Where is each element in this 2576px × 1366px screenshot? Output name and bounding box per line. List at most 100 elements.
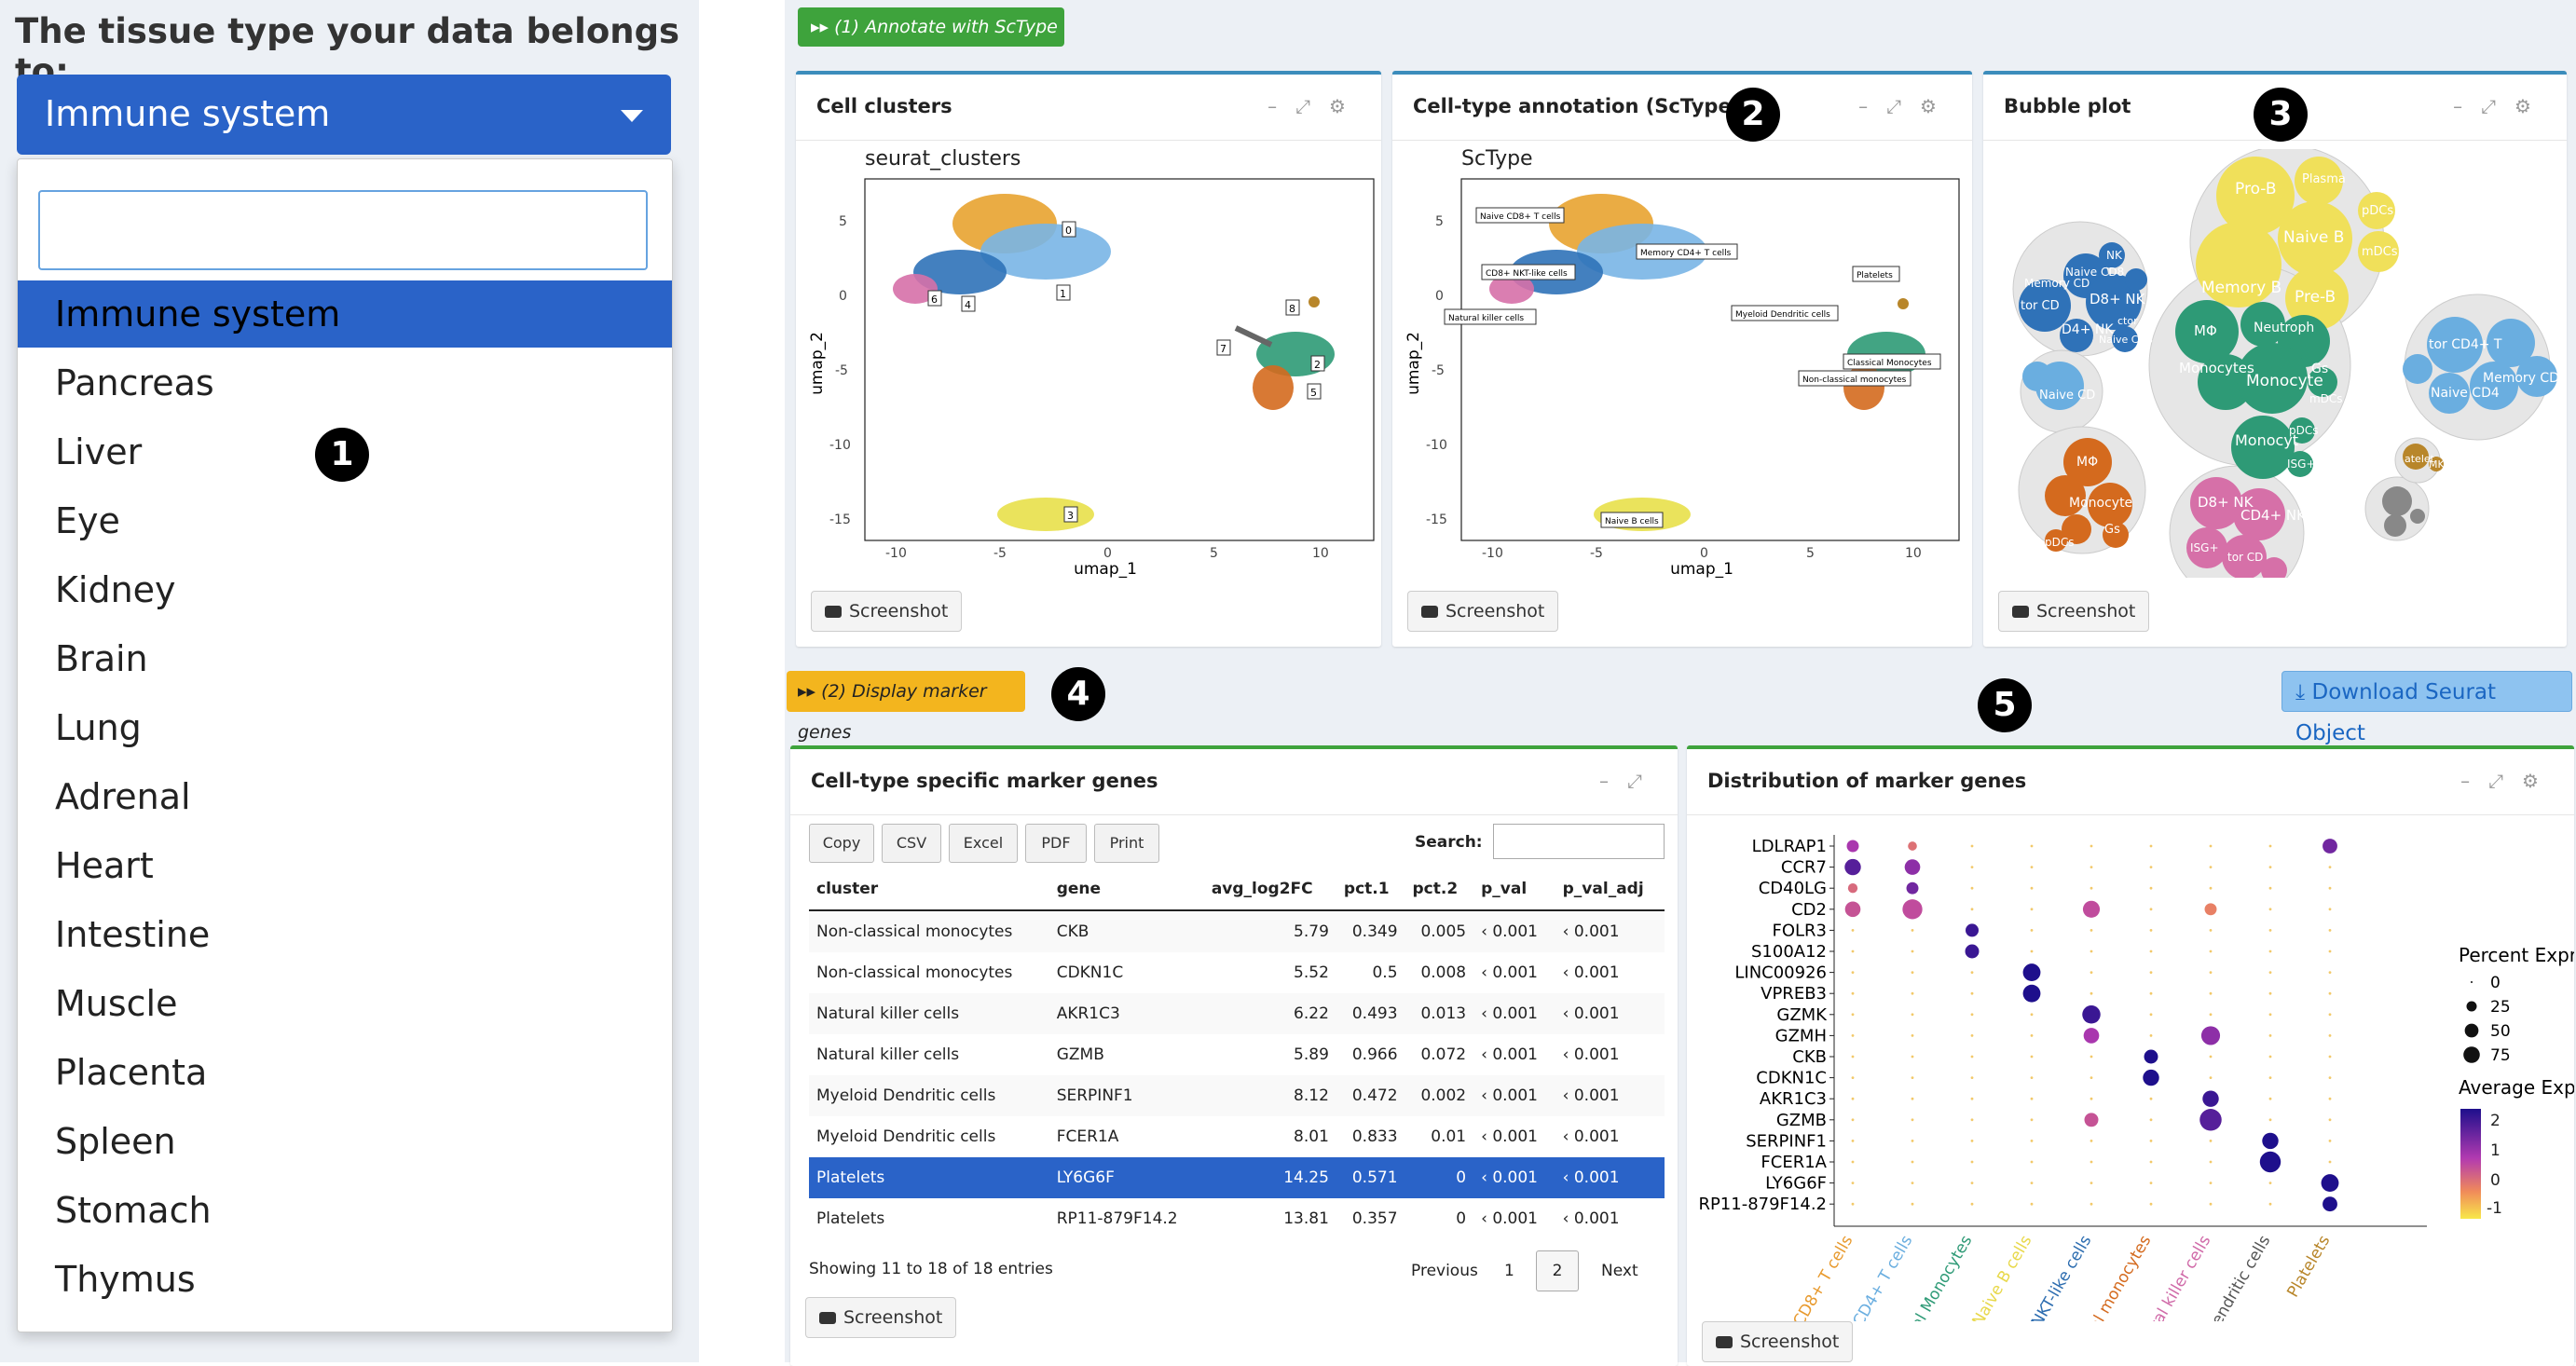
panel-tools[interactable]: –⤢⚙	[1858, 95, 1955, 117]
tissue-option[interactable]: Muscle	[55, 983, 178, 1024]
tissue-option[interactable]: Lung	[55, 707, 142, 748]
tissue-option[interactable]: Pancreas	[55, 362, 214, 403]
expression-dot	[1847, 883, 1858, 894]
background-dot	[2328, 866, 2332, 868]
tissue-option[interactable]: Immune system	[18, 280, 672, 348]
copy-button[interactable]: Copy	[809, 824, 874, 863]
table-cell: Myeloid Dendritic cells	[816, 1127, 996, 1146]
expression-dot	[2022, 963, 2041, 982]
x-axis-label: umap_1	[1074, 560, 1137, 578]
table-row[interactable]: Natural killer cells AKR1C3 6.22 0.493 0.013…	[809, 993, 1665, 1034]
tissue-option[interactable]: Placenta	[55, 1052, 208, 1093]
col-header[interactable]: gene	[1048, 868, 1204, 911]
tissue-option[interactable]: Liver	[55, 431, 143, 472]
background-dot	[2149, 1202, 2153, 1206]
size-legend-label: 25	[2490, 998, 2511, 1017]
col-header[interactable]: pct.1	[1336, 868, 1405, 911]
page-1[interactable]: 1	[1504, 1262, 1514, 1280]
size-legend-label: 50	[2490, 1022, 2511, 1041]
background-dot	[2149, 1097, 2153, 1100]
background-dot	[2090, 991, 2093, 995]
background-dot	[2328, 1055, 2332, 1059]
background-dot	[2030, 949, 2034, 953]
col-header[interactable]: avg_log2FC	[1203, 868, 1336, 911]
table-cell: RP11-879F14.2	[1056, 1209, 1178, 1228]
table-cell: 0.008	[1420, 963, 1467, 982]
color-legend-label: 2	[2490, 1112, 2501, 1130]
table-search-input[interactable]	[1493, 824, 1665, 859]
celltype-axis-label: Platelets	[2283, 1232, 2334, 1301]
screenshot-button[interactable]: Screenshot	[805, 1297, 957, 1338]
expression-dot	[1906, 881, 1919, 895]
table-cell: Non-classical monocytes	[816, 963, 1013, 982]
tissue-option[interactable]: Kidney	[55, 569, 176, 610]
step-badge-5: 5	[1978, 678, 2032, 732]
dropdown-search-input[interactable]	[38, 190, 648, 270]
previous-page[interactable]: Previous	[1411, 1262, 1478, 1280]
tissue-option[interactable]: Thymus	[55, 1259, 196, 1300]
tissue-option[interactable]: Eye	[55, 500, 120, 541]
background-dot	[2090, 866, 2093, 868]
screenshot-button[interactable]: Screenshot	[1702, 1321, 1854, 1362]
table-cell: Natural killer cells	[816, 1045, 960, 1064]
pdf-button[interactable]: PDF	[1025, 824, 1087, 863]
gene-label: LDLRAP1	[1752, 837, 1827, 856]
celltype-label: Natural killer cells	[1448, 314, 1524, 323]
table-row[interactable]: Platelets LY6G6F 14.25 0.571 0 ‹ 0.001 ‹ 0.001	[809, 1157, 1665, 1198]
panel-tools[interactable]: –⤢⚙	[1267, 95, 1364, 117]
table-row[interactable]: Platelets RP11-879F14.2 13.81 0.357 0 ‹ 0.001…	[809, 1198, 1665, 1239]
col-header[interactable]: p_val_adj	[1555, 868, 1665, 911]
bubble-label: Monocytes	[2179, 360, 2254, 376]
tissue-option[interactable]: Brain	[55, 638, 148, 679]
screenshot-button[interactable]: Screenshot	[811, 591, 963, 632]
background-dot	[2090, 949, 2093, 953]
annotate-button[interactable]: ▸▸ (1) Annotate with ScType	[798, 7, 1064, 47]
background-dot	[1851, 991, 1855, 995]
tissue-option[interactable]: Stomach	[55, 1190, 212, 1231]
download-seurat-button[interactable]: ⤓ Download Seurat Object	[2281, 671, 2572, 745]
download-label: Download Seurat Object	[2295, 680, 2497, 745]
tissue-option[interactable]: Intestine	[55, 914, 211, 955]
col-header[interactable]: p_val	[1473, 868, 1555, 911]
chevron-down-icon[interactable]	[621, 110, 643, 122]
background-dot	[1911, 1182, 1914, 1184]
sctype-panel: Cell-type annotation (ScType) –⤢⚙ 2 ScTy…	[1392, 71, 1972, 647]
gene-label: CDKN1C	[1756, 1069, 1827, 1088]
screenshot-button[interactable]: Screenshot	[1998, 591, 2150, 632]
col-header[interactable]: pct.2	[1404, 868, 1474, 911]
tissue-option[interactable]: Heart	[55, 845, 154, 886]
table-row[interactable]: Natural killer cells GZMB 5.89 0.966 0.072 ‹ …	[809, 1034, 1665, 1075]
tissue-option[interactable]: Adrenal	[55, 776, 191, 817]
myeloid-cells	[2175, 300, 2337, 479]
table-row[interactable]: Myeloid Dendritic cells SERPINF1 8.12 0.472…	[809, 1075, 1665, 1116]
y-tick: -5	[835, 363, 848, 378]
bubble-label: Gs	[2104, 523, 2120, 537]
panel-tools[interactable]: –⤢⚙	[2460, 770, 2557, 792]
next-page[interactable]: Next	[1601, 1262, 1638, 1280]
col-header[interactable]: cluster	[809, 868, 1049, 911]
screenshot-button[interactable]: Screenshot	[1407, 591, 1559, 632]
panel-tools[interactable]: –⤢⚙	[2453, 95, 2550, 117]
tissue-option[interactable]: Spleen	[55, 1121, 176, 1162]
background-dot	[2268, 866, 2272, 868]
tissue-select[interactable]: Immune system	[17, 75, 671, 155]
size-legend-dot	[2466, 1001, 2477, 1012]
background-dot	[2268, 1202, 2272, 1206]
panel-tools[interactable]: –⤢	[1599, 770, 1661, 792]
background-dot	[1911, 949, 1914, 953]
csv-button[interactable]: CSV	[882, 824, 941, 863]
cluster-5-cloud	[1253, 365, 1294, 410]
camera-icon	[1716, 1336, 1733, 1348]
print-button[interactable]: Print	[1094, 824, 1159, 863]
page-2[interactable]: 2	[1536, 1250, 1579, 1291]
table-row[interactable]: Non-classical monocytes CKB 5.79 0.349 0.005…	[809, 910, 1665, 952]
display-markers-button[interactable]: ▸▸ (2) Display marker genes	[787, 671, 1025, 743]
excel-button[interactable]: Excel	[949, 824, 1018, 863]
expression-dot	[2143, 1069, 2159, 1086]
gene-label: RP11-879F14.2	[1698, 1195, 1827, 1214]
table-row[interactable]: Myeloid Dendritic cells FCER1A 8.01 0.833 0.…	[809, 1116, 1665, 1157]
table-row[interactable]: Non-classical monocytes CDKN1C 5.52 0.5 0.00…	[809, 952, 1665, 993]
bubble-label: tor CD4+ T	[2429, 337, 2502, 352]
bubble-label: pDCs	[2289, 424, 2319, 437]
